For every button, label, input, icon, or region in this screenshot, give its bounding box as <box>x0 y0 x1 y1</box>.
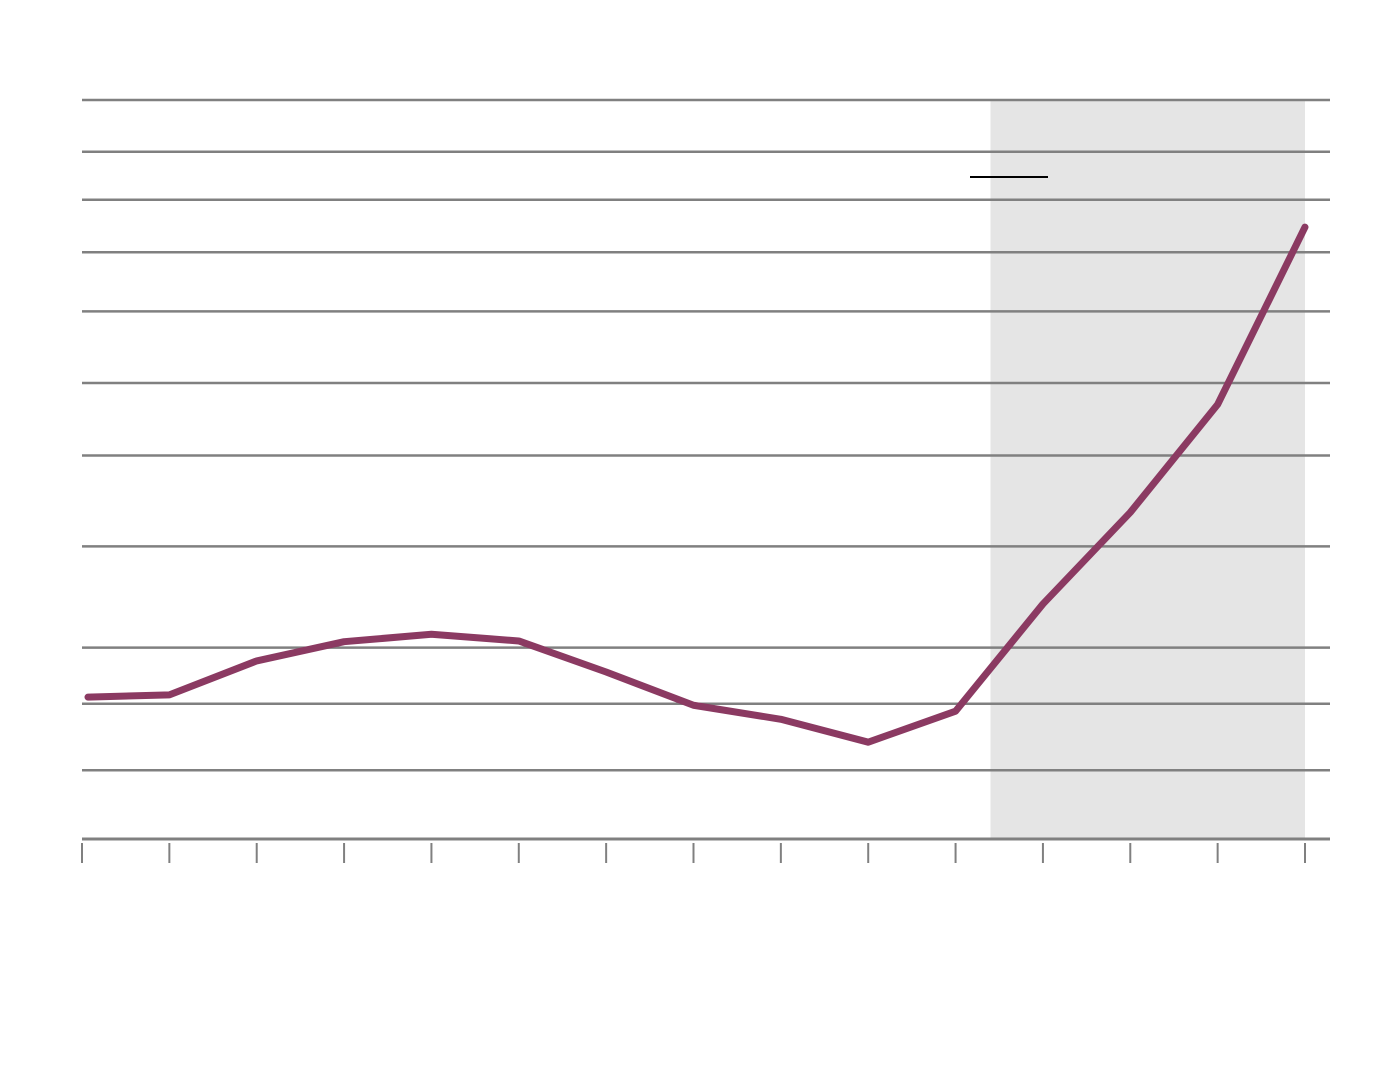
shaded-region <box>990 100 1305 839</box>
